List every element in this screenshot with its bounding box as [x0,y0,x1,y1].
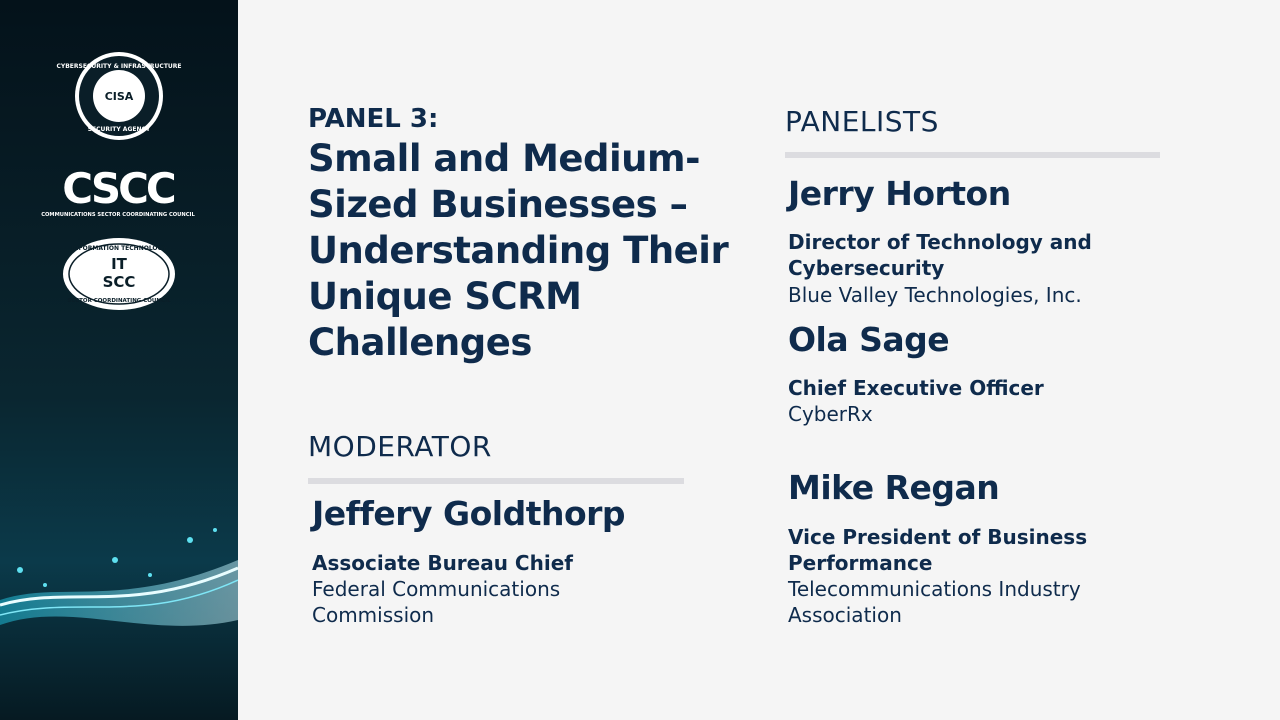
divider [308,478,684,484]
person-name: Jerry Horton [788,174,1011,213]
sidebar: CYBERSECURITY & INFRASTRUCTURE SECURITY … [0,0,238,720]
logo-text: SECURITY AGENCY [88,126,151,133]
person-role: Associate Bureau Chief [312,551,573,575]
logo-text: CSCC [62,164,175,213]
person-organization: Blue Valley Technologies, Inc. [788,283,1082,307]
sidebar-art: CYBERSECURITY & INFRASTRUCTURE SECURITY … [0,52,238,626]
logo-text: SECTOR COORDINATING COUNCIL [67,298,171,304]
person-role: Director of Technology and Cybersecurity [788,230,1092,280]
logo-text: INFORMATION TECHNOLOGY [71,245,167,252]
person-organization: Telecommunications Industry Association [788,577,1081,627]
person-name: Ola Sage [788,320,950,359]
panel-title: Small and Medium-Sized Businesses – Unde… [308,137,729,364]
sparkles [17,528,217,587]
section-heading: MODERATOR [308,430,492,463]
logo-badge [68,243,170,305]
panel-label: PANEL 3: [308,104,439,134]
wave [0,560,238,626]
logo-text: CYBERSECURITY & INFRASTRUCTURE [56,63,181,70]
person-name: Mike Regan [788,468,1000,507]
person-organization: CyberRx [788,402,873,426]
wave-line [0,579,238,616]
person-role: Vice President of Business Performance [788,525,1088,575]
logo-badge [63,238,175,310]
person-name: Jeffery Goldthorp [312,494,626,533]
logo-text: SCC [103,273,136,291]
wave-line [0,566,238,607]
logo-text: IT [111,255,128,273]
section-heading: PANELISTS [785,105,939,138]
logo-text: COMMUNICATIONS SECTOR COORDINATING COUNC… [41,212,195,218]
person-role: Chief Executive Officer [788,376,1044,400]
logo-badge [93,70,145,122]
person-organization: Federal Communications Commission [312,577,561,627]
logo-text: CISA [105,90,134,103]
divider [785,152,1160,158]
